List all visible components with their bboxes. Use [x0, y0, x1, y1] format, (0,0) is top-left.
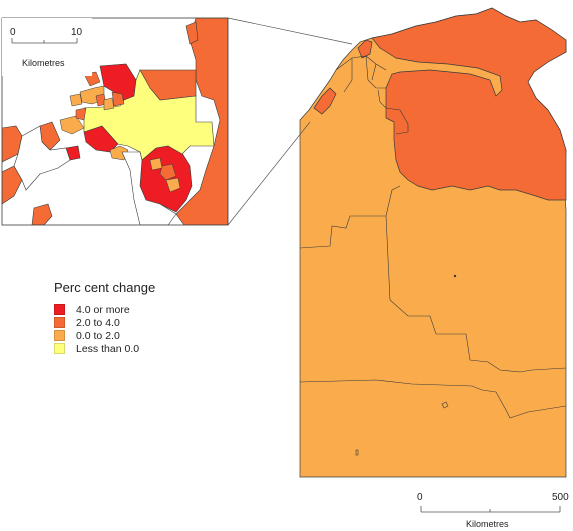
- inset-suburb-6[interactable]: [75, 107, 87, 121]
- legend-label: 0.0 to 2.0: [76, 329, 120, 342]
- feature-small-1: [453, 274, 457, 278]
- inset-suburb-3[interactable]: [103, 97, 115, 111]
- main-scale-end: 500: [552, 492, 569, 503]
- inset-connector-top: [227, 17, 353, 45]
- main-scale-unit: Kilometres: [466, 519, 509, 529]
- main-map: [299, 7, 567, 478]
- inset-connector-bottom: [227, 121, 311, 226]
- inset-land-top[interactable]: [185, 21, 199, 45]
- legend-swatch: [54, 343, 65, 354]
- legend-item: Less than 0.0: [54, 342, 214, 355]
- inset-scale-unit: Kilometres: [22, 58, 65, 68]
- inset-scale-end: 10: [71, 27, 83, 38]
- inset-yellow-area[interactable]: [83, 69, 215, 161]
- inset-scale-box: [2, 18, 92, 76]
- inset-suburb-10[interactable]: [149, 157, 163, 171]
- inset-scale-start: 0: [10, 27, 16, 38]
- legend: Perc cent change 4.0 or more 2.0 to 4.0 …: [54, 280, 214, 355]
- inset-land-west-2[interactable]: [2, 165, 23, 205]
- region-coastal-west[interactable]: [357, 39, 373, 59]
- inset-frame: [1, 17, 229, 226]
- legend-item: 0.0 to 2.0: [54, 329, 214, 342]
- inset-map: 0 10 Kilometres: [1, 17, 229, 226]
- legend-label: 2.0 to 4.0: [76, 316, 120, 329]
- main-scale-bar: [420, 506, 561, 513]
- legend-title: Perc cent change: [54, 280, 156, 295]
- region-boundaries-south: [299, 185, 567, 419]
- legend-label: 4.0 or more: [76, 303, 130, 316]
- inset-scale-bar: [11, 38, 78, 44]
- feature-small-3: [355, 449, 359, 456]
- legend-swatch: [54, 317, 65, 328]
- inset-land-west-3[interactable]: [31, 203, 53, 225]
- inset-suburb-9[interactable]: [165, 177, 181, 193]
- feature-small-2: [441, 401, 449, 409]
- legend-swatch: [54, 304, 65, 315]
- inset-harbour-2: [121, 151, 177, 225]
- region-arnhem[interactable]: [371, 7, 567, 201]
- region-darwin-rural[interactable]: [313, 87, 337, 115]
- region-top-end-lines: [335, 55, 409, 135]
- inset-suburb-12[interactable]: [69, 93, 83, 107]
- inset-suburb-5[interactable]: [59, 115, 85, 135]
- inset-harbour: [13, 125, 71, 191]
- legend-item: 2.0 to 4.0: [54, 316, 214, 329]
- inset-suburb-8[interactable]: [159, 163, 177, 181]
- legend-item: 4.0 or more: [54, 303, 214, 316]
- main-scale-start: 0: [417, 492, 423, 503]
- legend-label: Less than 0.0: [76, 342, 140, 355]
- legend-swatch: [54, 330, 65, 341]
- inset-suburb-4[interactable]: [111, 91, 125, 107]
